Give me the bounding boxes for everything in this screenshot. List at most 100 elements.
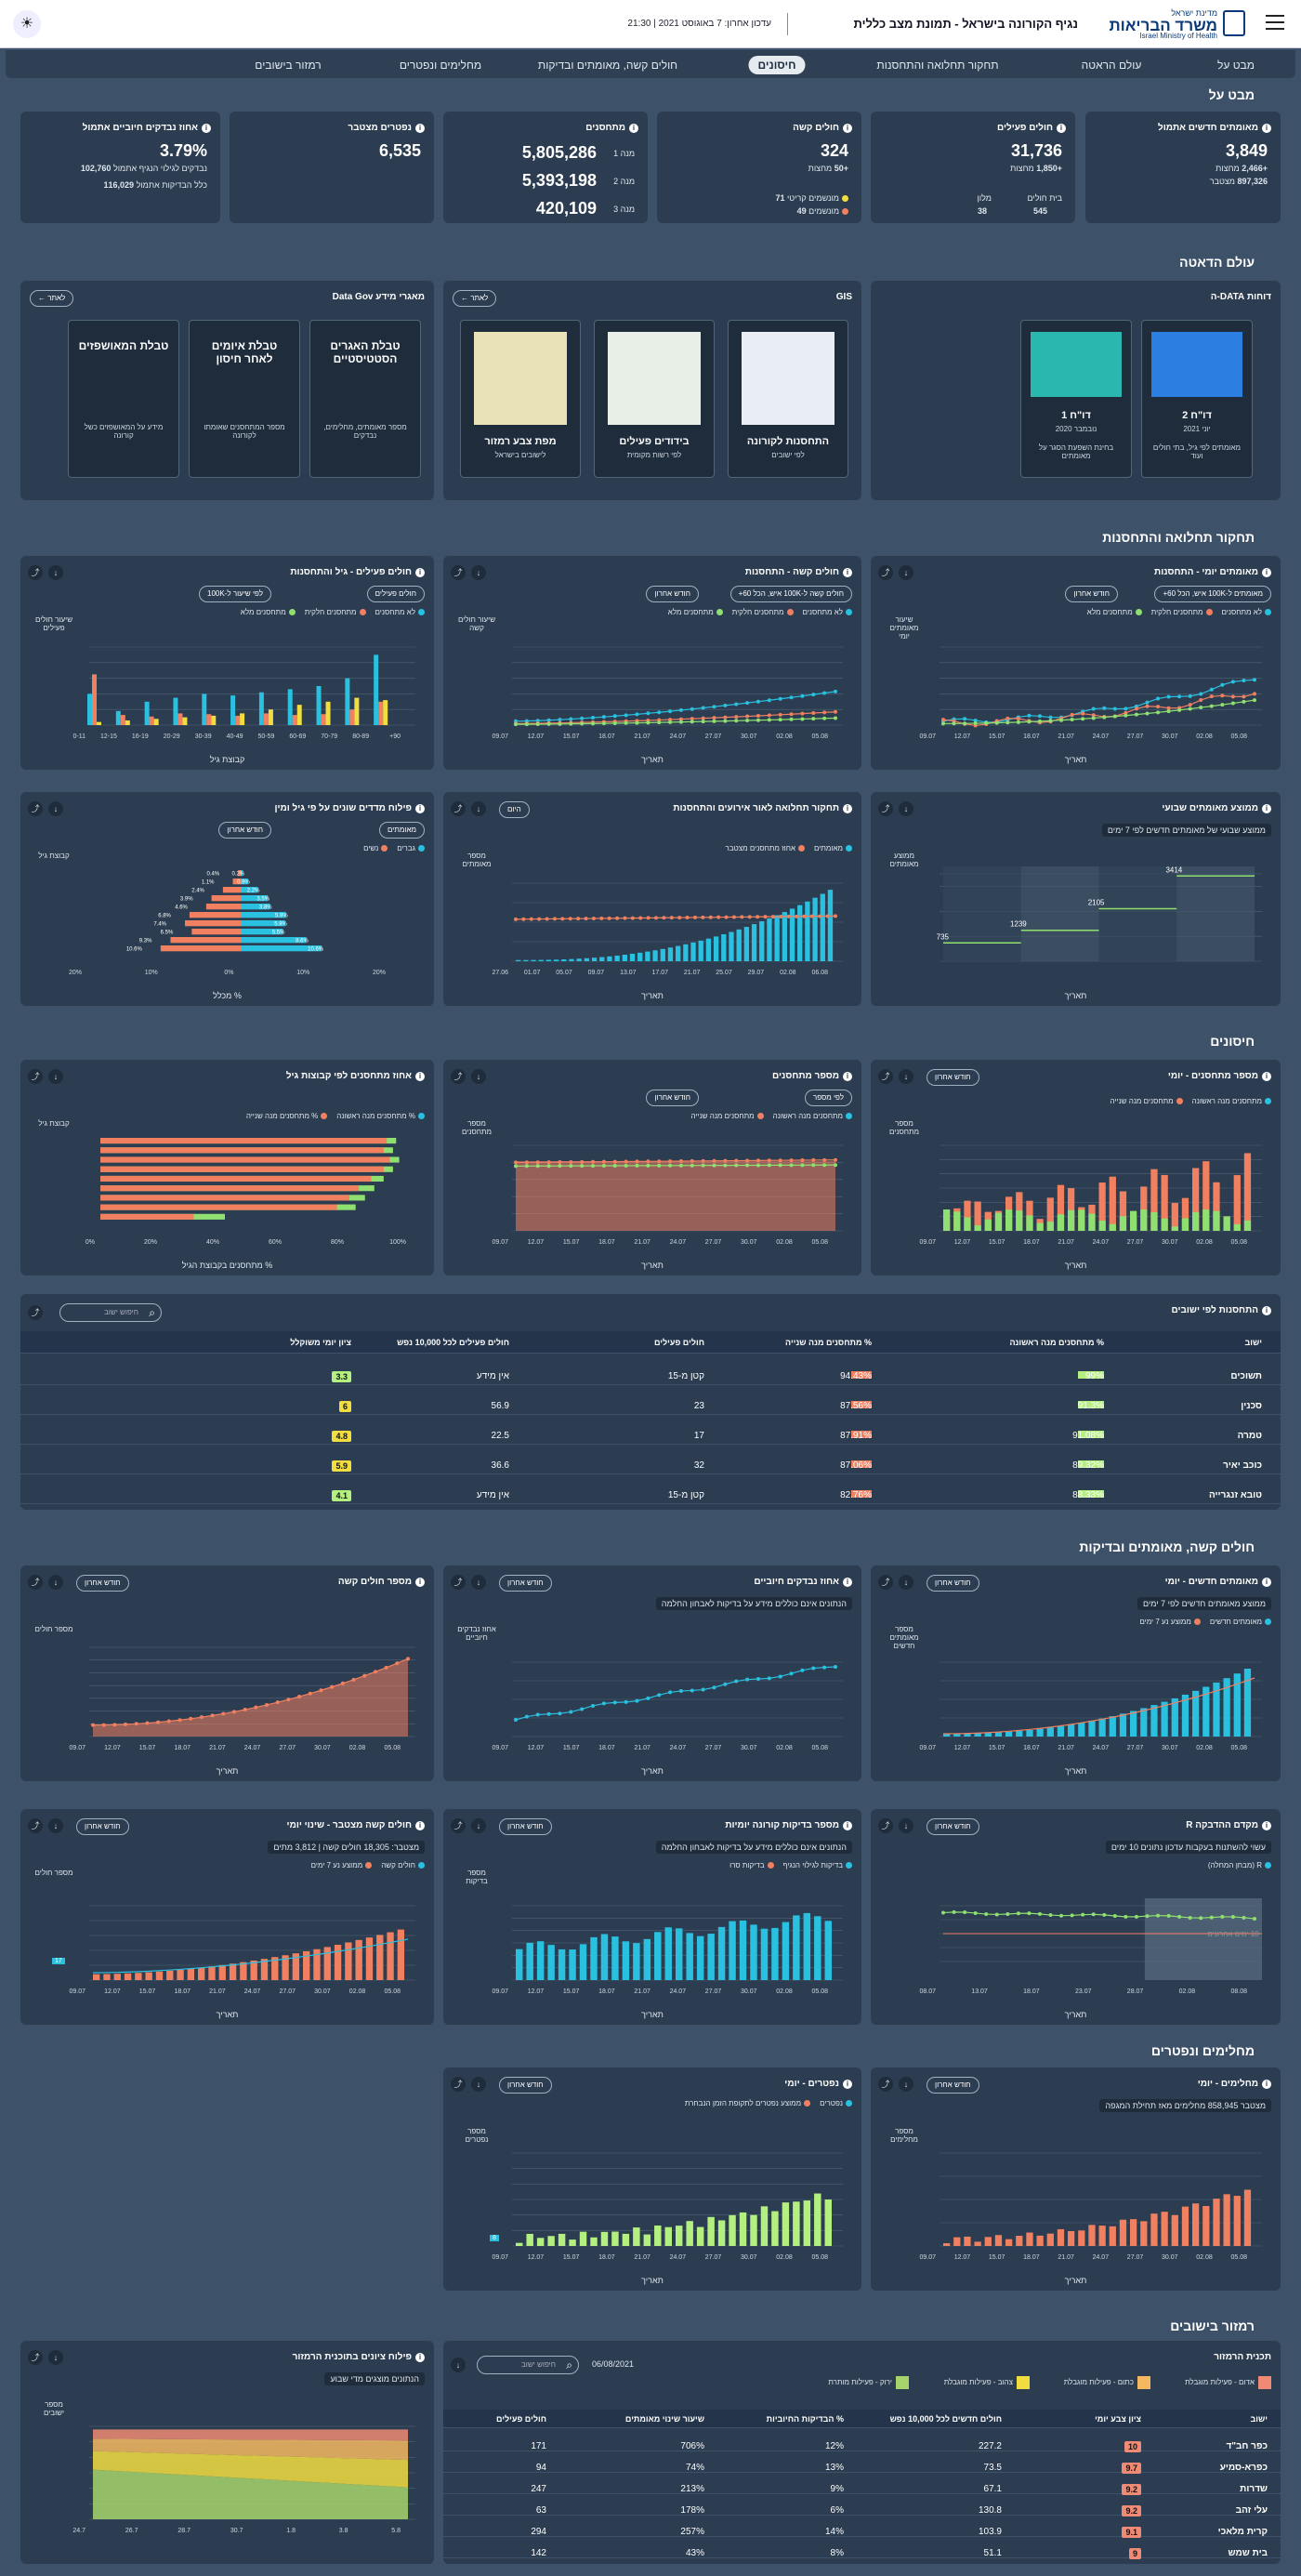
column-header[interactable]: % מתחסנים מנה שנייה [785, 1338, 872, 1347]
legend-item[interactable]: % מתחסנים מנה ראשונה [336, 1112, 425, 1120]
filter-select-1[interactable]: מאומתים ל-100K איש, הכל 60+ [1154, 586, 1271, 602]
table-row[interactable]: קרית מלאכי 9.1 103.9 14% 257% 294 [443, 2516, 1281, 2538]
info-icon[interactable]: i [415, 1821, 425, 1830]
legend-item[interactable]: R (מבחן המחלה) [1208, 1861, 1271, 1869]
gis-more-button[interactable]: לאתר ← [453, 290, 497, 307]
filter-select-2[interactable]: חודש אחרון [1065, 586, 1118, 602]
nav-item-world[interactable]: עולם הראטה [1081, 59, 1142, 72]
column-header[interactable]: חולים פעילים לכל 10,000 נפש [397, 1338, 509, 1347]
download-icon[interactable]: ↓ [899, 1575, 913, 1590]
download-icon[interactable]: ↓ [451, 2358, 466, 2372]
info-icon[interactable]: i [843, 1821, 852, 1830]
legend-item[interactable]: אחוז מתחסנים מצטבר [726, 844, 806, 852]
period-select[interactable]: חודש אחרון [499, 1818, 552, 1835]
legend-item[interactable]: חולים קשה [381, 1861, 425, 1869]
info-icon[interactable]: i [1262, 1306, 1271, 1315]
datagov-more-button[interactable]: לאתר ← [30, 290, 74, 307]
table-row[interactable]: כוכב יאיר 89.32% 87.06% 32 36.6 5.9 [20, 1445, 1281, 1474]
table-row[interactable]: עלי זהב 9.2 130.8 6% 178% 63 [443, 2494, 1281, 2517]
info-icon[interactable]: i [415, 2353, 425, 2362]
table-row[interactable]: טמרה 91.08% 87.91% 17 22.5 4.8 [20, 1415, 1281, 1445]
traffic-search-input[interactable]: חיפוש ישוב ⌕ [477, 2356, 579, 2374]
period-select[interactable]: חודש אחרון [76, 1575, 129, 1592]
share-icon[interactable]: ⤴ [28, 1818, 43, 1833]
filter-select-1[interactable]: מאומתים [379, 822, 425, 839]
nav-item-overview[interactable]: מבט על [1217, 59, 1255, 72]
menu-icon[interactable] [1266, 15, 1284, 30]
share-icon[interactable]: ⤴ [451, 1818, 466, 1833]
gis-tile-isolation[interactable]: בידודים פעילים לפי רשות מקומית [594, 320, 715, 478]
download-icon[interactable]: ↓ [48, 1575, 63, 1590]
town-search-input[interactable]: חיפוש ישוב ⌕ [59, 1303, 162, 1322]
table-row[interactable]: טובא זנגרייה 88.33% 82.76% קטן מ-15 אין מידע… [20, 1474, 1281, 1504]
download-icon[interactable]: ↓ [48, 2350, 63, 2365]
info-icon[interactable]: i [415, 1072, 425, 1081]
legend-item[interactable]: מתחסנים חלקית [732, 608, 794, 616]
filter-select-2[interactable]: חודש אחרון [218, 822, 271, 839]
share-icon[interactable]: ⤴ [451, 1575, 466, 1590]
legend-item[interactable]: מתחסנים חלקית [305, 608, 366, 616]
legend-item[interactable]: מתחסנים מנה שנייה [1110, 1097, 1183, 1105]
info-icon[interactable]: i [1262, 2080, 1271, 2089]
column-header[interactable]: ציון צבע יומי [1095, 2414, 1141, 2424]
column-header[interactable]: חולים פעילים [654, 1338, 704, 1347]
legend-item[interactable]: מאומתים חדשים [1210, 1618, 1271, 1626]
filter-select-1[interactable]: חולים קשה ל-100K איש, הכל 60+ [729, 586, 852, 602]
download-icon[interactable]: ↓ [48, 565, 63, 580]
table-row[interactable]: שדרות 9.2 67.1 9% 213% 247 [443, 2473, 1281, 2495]
column-header[interactable]: שיעור שינוי מאומתים [624, 2414, 704, 2424]
info-icon[interactable]: i [415, 124, 425, 133]
share-icon[interactable]: ⤴ [878, 565, 893, 580]
column-header[interactable]: ישוב [1244, 1338, 1262, 1347]
period-select[interactable]: חודש אחרון [499, 2077, 552, 2094]
legend-item[interactable]: מתחסנים מנה שנייה [691, 1112, 764, 1120]
share-icon[interactable]: ⤴ [878, 801, 893, 816]
legend-item[interactable]: גברים [397, 844, 425, 852]
period-select[interactable]: חודש אחרון [499, 1575, 552, 1592]
share-icon[interactable]: ⤴ [28, 1069, 43, 1084]
info-icon[interactable]: i [415, 804, 425, 813]
share-icon[interactable]: ⤴ [451, 565, 466, 580]
gis-tile-vaccination[interactable]: התחסנות לקורונה לפי ישובים [728, 320, 848, 478]
share-icon[interactable]: ⤴ [28, 2350, 43, 2365]
info-icon[interactable]: i [415, 568, 425, 577]
share-icon[interactable]: ⤴ [878, 1575, 893, 1590]
legend-item[interactable]: מתחסנים מלא [1087, 608, 1142, 616]
download-icon[interactable]: ↓ [48, 1069, 63, 1084]
ministry-logo[interactable]: מדינת ישראל משרד הבריאות Israel Ministry… [1106, 8, 1245, 40]
info-icon[interactable]: i [843, 1578, 852, 1587]
info-icon[interactable]: i [1262, 1578, 1271, 1587]
column-header[interactable]: % מתחסנים מנה ראשונה [1009, 1338, 1104, 1347]
nav-item-traffic[interactable]: רמזור בישובים [255, 59, 322, 72]
datagov-tile-1[interactable]: טבלת האגרים הסטטיסטיים מספר מאומתים, מחל… [309, 320, 421, 478]
filter-select-1[interactable]: חולים פעילים [366, 586, 425, 602]
legend-item[interactable]: מתחסנים חלקית [1151, 608, 1213, 616]
share-icon[interactable]: ⤴ [28, 565, 43, 580]
legend-item[interactable]: מתחסנים מנה ראשונה [773, 1112, 852, 1120]
download-icon[interactable]: ↓ [899, 1069, 913, 1084]
share-icon[interactable]: ⤴ [878, 1069, 893, 1084]
info-icon[interactable]: i [843, 568, 852, 577]
share-icon[interactable]: ⤴ [28, 801, 43, 816]
download-icon[interactable]: ↓ [48, 1818, 63, 1833]
download-icon[interactable]: ↓ [471, 801, 486, 816]
period-select[interactable]: חודש אחרון [76, 1818, 129, 1835]
download-icon[interactable]: ↓ [48, 801, 63, 816]
nav-item-severe[interactable]: חולים קשה, מאומתים ובדיקות [537, 59, 678, 72]
table-row[interactable]: כפרא-סמיע 9.7 73.5 13% 74% 94 [443, 2451, 1281, 2474]
legend-item[interactable]: נפטרים [820, 2099, 852, 2107]
info-icon[interactable]: i [1262, 804, 1271, 813]
report-2-tile[interactable]: דו"ח 2 יוני 2021 מאומתים לפי גיל, בתי חו… [1141, 320, 1253, 478]
theme-toggle-icon[interactable]: ☀ [13, 10, 41, 38]
period-select[interactable]: חודש אחרון [926, 1818, 979, 1835]
nav-item-vaccines[interactable]: חיסונים [748, 56, 806, 74]
column-header[interactable]: חולים פעילים [496, 2414, 546, 2424]
gis-tile-traffic[interactable]: מפת צבע רמזור לישובים בישראל [460, 320, 581, 478]
share-icon[interactable]: ⤴ [878, 1818, 893, 1833]
column-header[interactable]: ישוב [1250, 2414, 1268, 2424]
filter-select-1[interactable]: לפי מספר [804, 1090, 852, 1106]
info-icon[interactable]: i [415, 1578, 425, 1587]
filter-select-2[interactable]: חודש אחרון [646, 586, 699, 602]
info-icon[interactable]: i [629, 124, 638, 133]
legend-item[interactable]: ממוצע נע 7 ימים [1139, 1618, 1201, 1626]
